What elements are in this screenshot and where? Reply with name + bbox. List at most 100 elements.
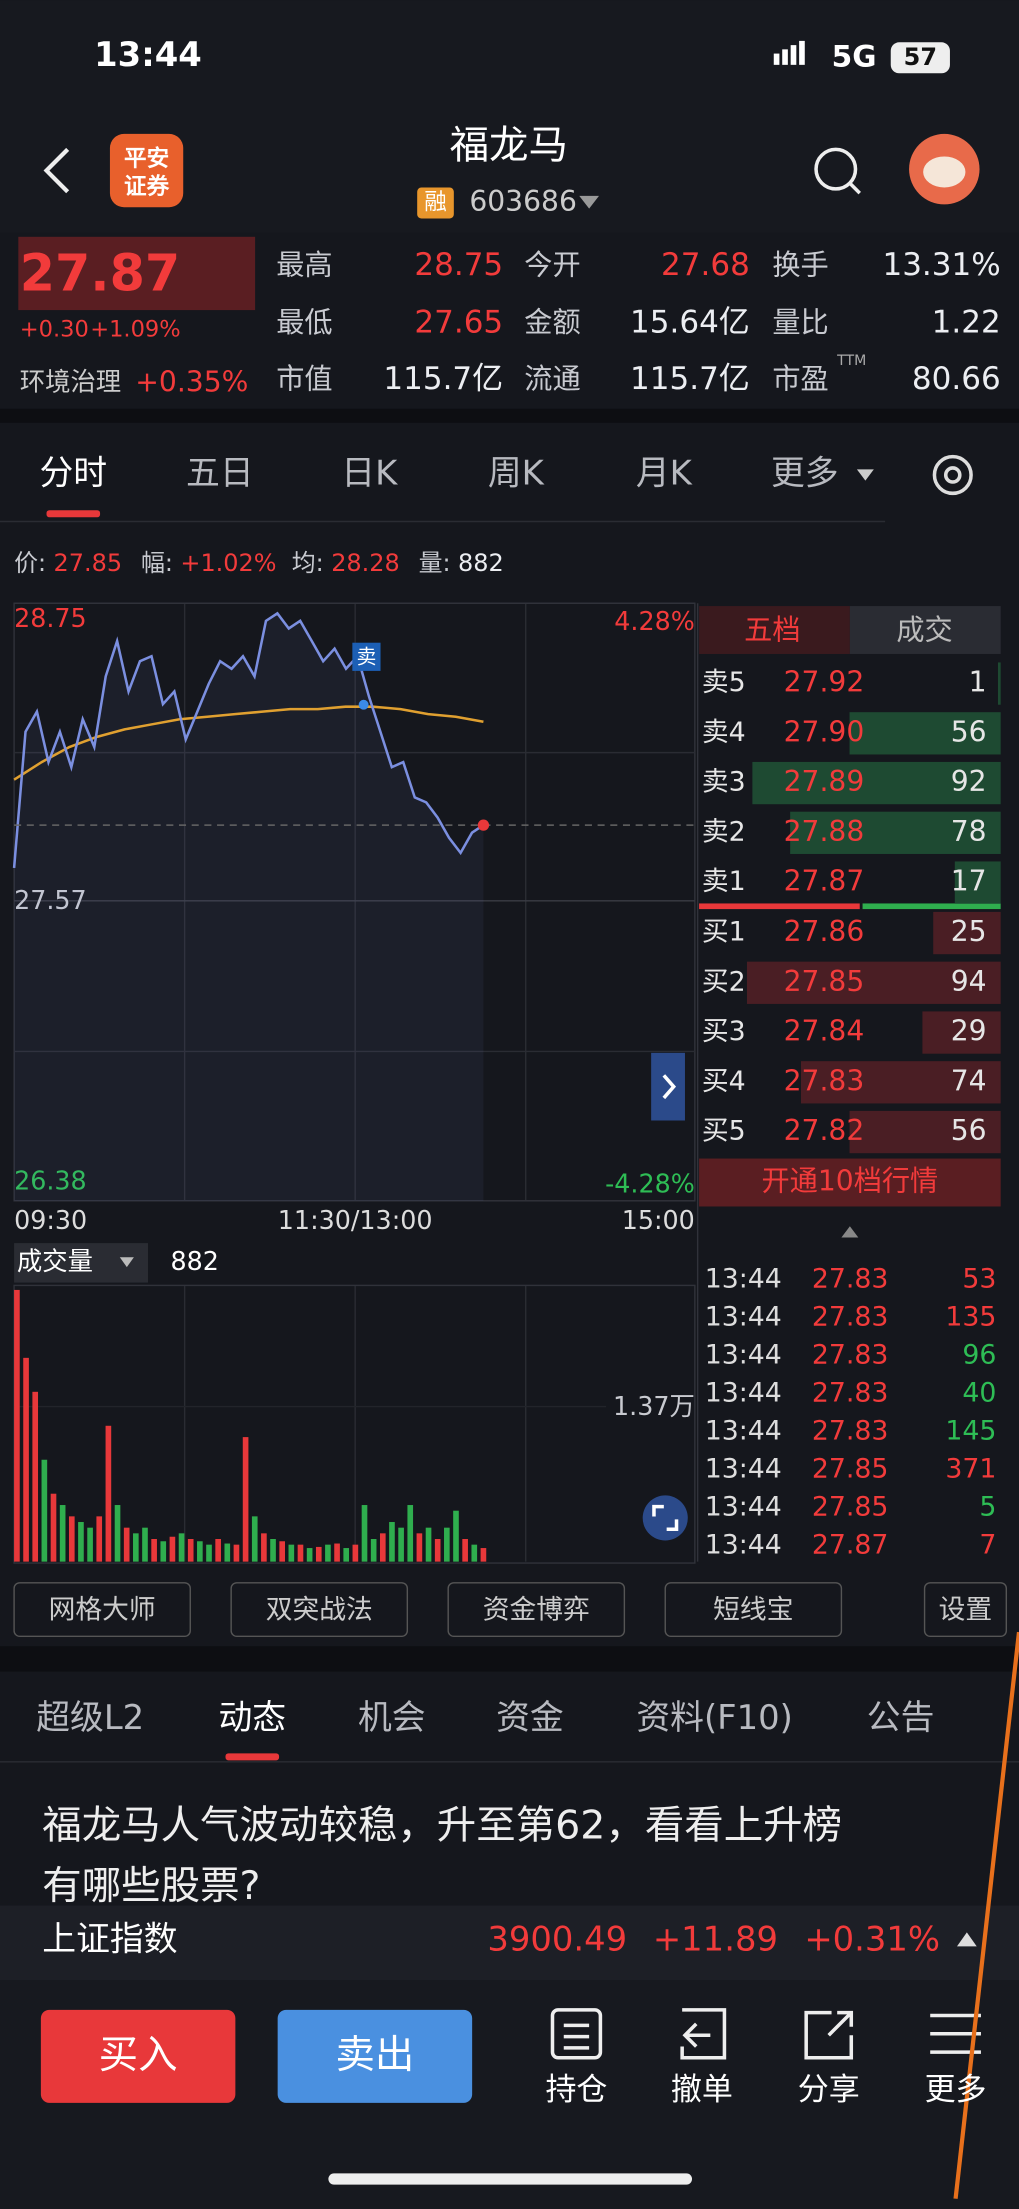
sector-name: 环境治理 bbox=[20, 366, 121, 396]
volume-bar bbox=[87, 1527, 93, 1562]
book-tab-label: 成交 bbox=[896, 613, 952, 646]
section-tab[interactable]: 超级L2 bbox=[36, 1698, 144, 1737]
book-tab[interactable] bbox=[699, 606, 850, 654]
period-tab[interactable]: 周K bbox=[488, 453, 545, 492]
volume-bar bbox=[251, 1516, 258, 1562]
volume-bar bbox=[206, 1544, 212, 1562]
sell-button[interactable] bbox=[277, 2009, 473, 2103]
tab-indicator bbox=[46, 510, 101, 518]
volume-label[interactable]: 成交量 bbox=[17, 1246, 93, 1276]
section-tab[interactable]: 机会 bbox=[358, 1698, 426, 1737]
stat-label: 换手 bbox=[772, 248, 828, 281]
trade-volume: 7 bbox=[979, 1530, 996, 1561]
pct-label: 4.28% bbox=[614, 606, 695, 636]
settings-icon[interactable] bbox=[932, 454, 973, 496]
index-bar[interactable] bbox=[0, 1905, 1019, 1981]
code-caret[interactable] bbox=[579, 195, 599, 209]
toolbar-icons bbox=[550, 2008, 981, 2060]
trade-price: 27.85 bbox=[812, 1492, 889, 1523]
trade-volume: 135 bbox=[945, 1301, 996, 1332]
volume-bar bbox=[233, 1544, 240, 1562]
trade-volume: 5 bbox=[979, 1492, 996, 1523]
tool-button[interactable] bbox=[664, 1582, 843, 1638]
trade-marker-text: 卖 bbox=[357, 646, 377, 669]
volume-bar bbox=[142, 1527, 148, 1562]
book-price: 27.89 bbox=[784, 765, 865, 798]
home-indicator[interactable] bbox=[328, 2173, 693, 2185]
fullscreen-button[interactable] bbox=[642, 1495, 688, 1541]
collapse-caret[interactable] bbox=[841, 1226, 859, 1238]
depth-bar bbox=[922, 1011, 1001, 1054]
depth-bar bbox=[849, 712, 1001, 755]
volume-bar bbox=[379, 1533, 386, 1562]
book-tab[interactable] bbox=[849, 606, 1001, 654]
news-line: 有哪些股票? bbox=[42, 1863, 260, 1909]
section-tab[interactable]: 公告 bbox=[867, 1698, 935, 1737]
signal-bar bbox=[799, 40, 805, 65]
book-level: 买5 bbox=[702, 1116, 746, 1147]
time-label: 15:00 bbox=[622, 1205, 695, 1235]
info-value: 27.85 bbox=[54, 549, 123, 577]
more-caret bbox=[856, 469, 874, 481]
volume-bar bbox=[14, 1289, 20, 1562]
period-tab[interactable]: 五日 bbox=[186, 453, 254, 492]
period-tab[interactable]: 分时 bbox=[39, 453, 107, 492]
y-tick-label: 27.57 bbox=[14, 885, 87, 915]
trade-volume: 371 bbox=[945, 1454, 996, 1485]
tool-button[interactable] bbox=[923, 1582, 1008, 1638]
price-box bbox=[18, 236, 256, 311]
section-tab[interactable]: 资料(F10) bbox=[636, 1698, 792, 1737]
volume-bar bbox=[480, 1548, 487, 1562]
tool-button[interactable] bbox=[447, 1582, 626, 1638]
volume-current: 882 bbox=[171, 1246, 219, 1276]
time-label: 11:30/13:00 bbox=[278, 1205, 433, 1235]
stat-value: 80.66 bbox=[912, 361, 1001, 397]
period-tab[interactable]: 日K bbox=[341, 453, 398, 492]
volume-bar bbox=[59, 1505, 66, 1562]
tool-button[interactable] bbox=[230, 1582, 409, 1638]
info-label: 均: bbox=[292, 549, 324, 577]
expand-button[interactable] bbox=[651, 1052, 685, 1121]
info-value: 28.28 bbox=[331, 549, 400, 577]
volume-bar bbox=[133, 1533, 139, 1562]
signal-bar bbox=[782, 49, 788, 65]
volume-bar bbox=[361, 1505, 368, 1562]
book-volume: 74 bbox=[951, 1064, 987, 1097]
volume-bar bbox=[306, 1548, 313, 1562]
section-tab[interactable]: 资金 bbox=[496, 1698, 564, 1737]
book-level: 卖2 bbox=[702, 816, 746, 847]
volume-bar bbox=[23, 1357, 29, 1562]
trade-marker[interactable] bbox=[352, 642, 381, 671]
stat-value: 27.65 bbox=[414, 305, 503, 341]
upgrade-button[interactable] bbox=[699, 1158, 1001, 1207]
broker-logo[interactable] bbox=[109, 133, 184, 208]
book-volume: 17 bbox=[951, 865, 987, 898]
last-price-dot bbox=[477, 819, 490, 831]
section-tab[interactable]: 动态 bbox=[218, 1698, 286, 1737]
tool-label: 双突战法 bbox=[266, 1594, 373, 1625]
toolbar-label[interactable]: 持仓 bbox=[545, 2072, 607, 2108]
tool-button[interactable] bbox=[13, 1582, 191, 1638]
index-caret[interactable] bbox=[956, 1932, 977, 1947]
search-icon[interactable] bbox=[814, 147, 858, 191]
toolbar-label[interactable]: 分享 bbox=[798, 2072, 860, 2108]
toolbar-label[interactable]: 撤单 bbox=[671, 2072, 733, 2108]
last-price: 27.87 bbox=[20, 243, 180, 302]
period-tab[interactable]: 更多 bbox=[771, 453, 839, 492]
volume-bar bbox=[178, 1533, 185, 1562]
book-price: 27.84 bbox=[784, 1015, 865, 1048]
tool-label: 设置 bbox=[939, 1594, 993, 1625]
info-value: 882 bbox=[458, 549, 504, 577]
info-label: 价: bbox=[14, 549, 46, 577]
price-change: +0.30 bbox=[20, 316, 89, 342]
period-tab[interactable]: 月K bbox=[636, 453, 693, 492]
buy-button[interactable] bbox=[40, 2009, 236, 2103]
toolbar-label[interactable]: 更多 bbox=[925, 2072, 987, 2108]
volume-bar bbox=[68, 1516, 75, 1562]
volume-bar bbox=[187, 1538, 194, 1562]
signal-bar bbox=[773, 53, 780, 65]
back-button[interactable] bbox=[43, 147, 70, 194]
chart-grid bbox=[14, 603, 695, 1562]
